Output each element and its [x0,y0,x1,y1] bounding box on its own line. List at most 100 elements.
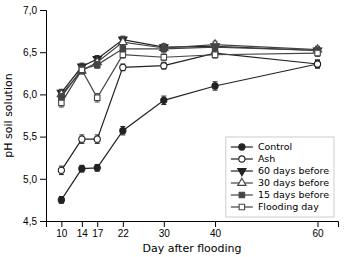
legend-label: 15 days before [258,189,329,200]
marker [161,46,166,51]
marker [120,46,125,51]
tick-mark [61,221,62,227]
marker [79,166,85,172]
axis-line [47,222,339,228]
tick-mark [40,94,46,95]
marker [314,61,320,67]
tick: 40 [210,221,222,239]
tick: 4,5 [23,216,46,227]
marker [94,62,99,67]
marker [94,95,99,100]
tick-label: 17 [92,228,104,239]
tick: 22 [118,221,130,239]
tick-label: 22 [118,228,130,239]
tick-label: 14 [77,228,89,239]
tick-label: 7,0 [23,5,37,16]
marker [161,55,166,60]
tick-label: 6,0 [23,89,37,100]
tick-mark [40,179,46,180]
error-bar [213,51,218,58]
legend-item: 30 days before [231,177,329,188]
x-axis-title: Day after flooding [142,242,241,255]
tick-label: 60 [312,228,324,239]
error-bar [161,62,166,69]
legend-marker [239,144,245,150]
tick-label: 30 [159,228,171,239]
legend-marker [239,156,245,162]
error-bar [79,67,84,74]
error-bar [79,66,84,73]
legend-frame [226,137,334,217]
tick-mark [123,221,124,227]
legend-item: 60 days before [231,165,329,176]
tick-mark [40,221,46,222]
axis-line [40,11,47,222]
legend-marker [239,192,244,197]
error-bar [120,51,125,58]
error-bar [59,99,64,107]
tick-mark [215,221,216,227]
series [59,44,321,101]
error-bar [79,165,84,172]
legend-marker [239,204,244,209]
marker [94,136,100,142]
error-bar [161,45,166,52]
tick: 10 [56,221,68,239]
plot: 10 1417 22 30 40 60 4,5 5,0 5,5 6,0 6,5 7,0 ControlA… [23,5,338,239]
error-bar [161,96,166,104]
marker [59,100,64,105]
tick: 5,0 [23,174,46,185]
legend-label: Control [258,141,292,152]
error-bar [120,64,125,71]
error-bar [315,61,320,68]
legend: ControlAsh60 days before30 days before15… [226,137,334,217]
tick-mark [40,10,46,11]
error-bar [120,126,125,134]
tick: 60 [312,221,324,239]
marker [211,44,219,51]
marker [94,165,100,171]
tick: 5,5 [23,131,46,142]
tick: 6,0 [23,89,46,100]
legend-item: Ash [231,153,275,164]
tick: 14 [77,221,89,239]
marker [119,37,127,44]
legend-item: Flooding day [231,201,319,212]
tick-mark [97,221,98,227]
line [61,53,317,103]
series [57,37,321,98]
marker [79,136,85,142]
chart: 10 1417 22 30 40 60 4,5 5,0 5,5 6,0 6,5 7,0 ControlA… [0,0,350,257]
error-bar [95,135,100,143]
error-bar [95,94,100,102]
legend-label: 30 days before [258,177,329,188]
tick-mark [164,221,165,227]
tick-label: 10 [56,228,68,239]
legend-marker [238,178,246,185]
legend-label: Ash [258,153,275,164]
y-axis-title: pH soil solution [2,73,15,157]
tick-label: 4,5 [23,216,37,227]
tick: 17 [92,221,104,239]
marker [212,52,217,57]
tick-label: 6,5 [23,47,37,58]
error-bar [95,164,100,171]
marker [120,64,126,70]
legend-item: Control [231,141,292,152]
tick: 30 [159,221,171,239]
tick-mark [82,221,83,227]
marker [78,66,86,73]
error-bar [315,50,320,57]
legend-item: 15 days before [231,189,329,200]
series [57,36,321,97]
marker [119,37,127,44]
marker [161,63,167,69]
error-bar [213,44,218,51]
marker [212,83,218,89]
error-bar [59,197,64,204]
tick-mark [40,52,46,53]
tick: 6,5 [23,47,46,58]
legend-label: 60 days before [258,165,329,176]
marker [79,66,84,71]
marker [58,197,64,203]
